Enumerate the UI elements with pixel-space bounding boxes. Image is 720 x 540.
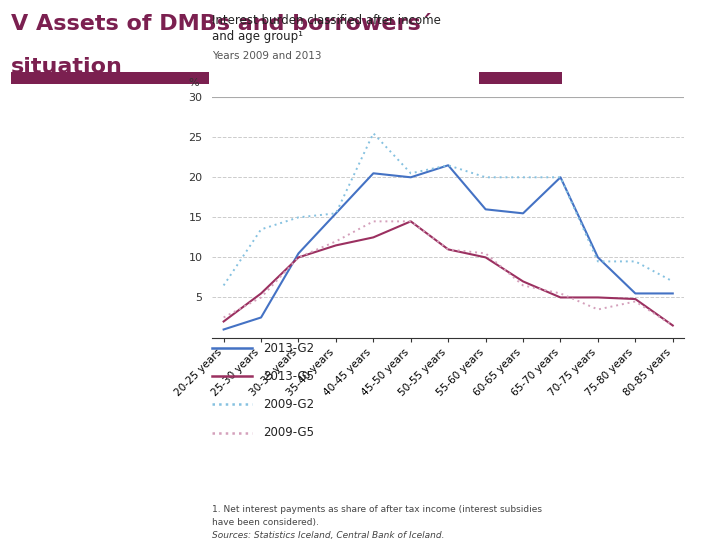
Text: 2013-G5: 2013-G5 xyxy=(263,370,314,383)
Text: have been considered).: have been considered). xyxy=(212,518,319,528)
Text: Years 2009 and 2013: Years 2009 and 2013 xyxy=(212,51,322,62)
Text: 2009-G2: 2009-G2 xyxy=(263,398,314,411)
Text: situation: situation xyxy=(11,57,122,77)
Text: Sources: Statistics Iceland, Central Bank of Iceland.: Sources: Statistics Iceland, Central Ban… xyxy=(212,531,445,540)
Text: V Assets of DMBs and borrowers´: V Assets of DMBs and borrowers´ xyxy=(11,14,432,33)
Text: 2013-G2: 2013-G2 xyxy=(263,342,314,355)
Text: %: % xyxy=(189,78,199,87)
Text: Interest burden classified after income: Interest burden classified after income xyxy=(212,14,441,26)
Text: 2009-G5: 2009-G5 xyxy=(263,426,314,439)
Text: 1. Net interest payments as share of after tax income (interest subsidies: 1. Net interest payments as share of aft… xyxy=(212,505,542,514)
Text: and age group¹: and age group¹ xyxy=(212,30,303,43)
